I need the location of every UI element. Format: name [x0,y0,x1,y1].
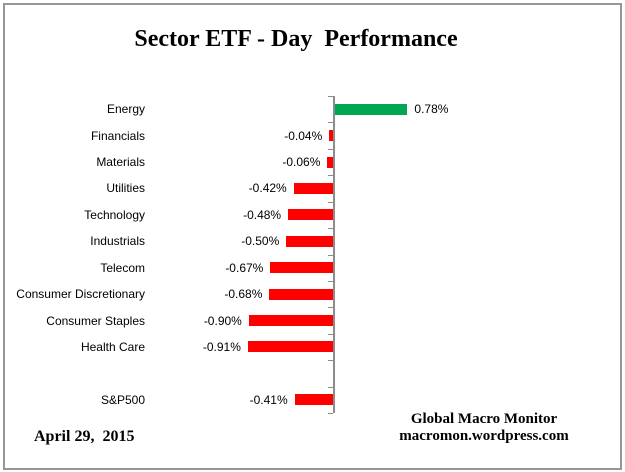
value-label: -0.67% [225,260,264,275]
bar [329,130,333,142]
category-label: Energy [106,102,145,117]
axis-tick [328,254,333,256]
axis-tick [328,386,333,388]
category-label: Health Care [80,339,145,354]
category-label: Technology [84,207,145,222]
category-label: S&P500 [100,392,145,407]
value-label: -0.91% [202,339,241,354]
bar [294,394,333,406]
bar [248,315,333,327]
axis-tick [328,360,333,362]
bar [288,209,333,221]
value-label: -0.04% [284,128,323,143]
chart-title: Sector ETF - Day Performance [134,26,458,52]
value-label: -0.68% [224,287,263,302]
value-label: -0.42% [248,181,287,196]
attribution-source: Global Macro Monitor [410,411,558,427]
axis-tick [328,148,333,150]
category-label: Materials [96,155,145,170]
bar [269,288,333,300]
axis-tick [328,96,333,97]
bar [334,103,408,115]
axis-tick [328,175,333,177]
axis-tick [328,122,333,124]
category-label: Financials [90,128,145,143]
category-label: Consumer Discretionary [16,287,145,302]
axis-tick [328,228,333,230]
attribution-url: macromon.wordpress.com [399,428,569,444]
value-label: -0.41% [249,392,288,407]
category-label: Industrials [90,234,145,249]
axis-tick [328,280,333,282]
axis-tick [328,413,333,414]
value-label: -0.48% [243,207,282,222]
bar [247,341,333,353]
bar [270,262,333,274]
value-label: 0.78% [414,102,449,117]
bar [293,182,333,194]
bar [327,156,333,168]
category-label: Consumer Staples [46,313,145,328]
axis-tick [328,333,333,335]
value-label: -0.90% [203,313,242,328]
date-label: April 29, 2015 [34,428,135,445]
category-label: Utilities [106,181,145,196]
axis-tick [328,201,333,203]
value-axis [333,96,335,413]
category-label: Telecom [100,260,145,275]
attribution: Global Macro Monitor macromon.wordpress.… [374,411,594,445]
value-label: -0.50% [241,234,280,249]
value-label: -0.06% [282,155,321,170]
axis-tick [328,307,333,309]
bar [286,235,333,247]
